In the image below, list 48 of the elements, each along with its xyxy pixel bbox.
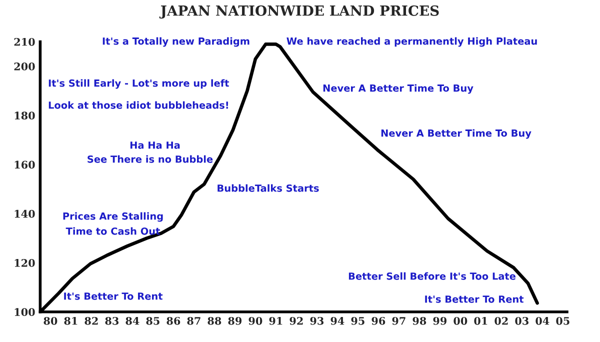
- x-tick-label: 93: [310, 316, 324, 325]
- annotation: Ha Ha Ha: [130, 142, 180, 149]
- y-tick-label: 160: [14, 160, 35, 169]
- y-tick-label: 210: [14, 38, 35, 46]
- x-tick-label: 01: [474, 316, 488, 325]
- y-tick-label: 100: [14, 308, 35, 316]
- annotation: It's Better To Rent: [64, 292, 163, 300]
- x-tick-label: 00: [454, 316, 468, 325]
- annotation: Look at those idiot bubbleheads!: [48, 101, 228, 109]
- annotation: It's Still Early - Lot's more up left: [48, 79, 230, 89]
- x-tick-label: 80: [44, 316, 58, 325]
- y-tick-label: 200: [14, 62, 35, 70]
- x-tick-label: 05: [556, 316, 570, 325]
- annotation: Time to Cash Out: [66, 227, 160, 235]
- x-tick-label: 87: [187, 316, 200, 325]
- x-tick-label: 86: [166, 316, 180, 325]
- y-tick-label: 120: [14, 259, 35, 267]
- x-tick-label: 81: [64, 316, 78, 325]
- x-tick-label: 95: [351, 316, 364, 325]
- y-tick-label: 140: [14, 210, 35, 218]
- annotation: Never A Better Time To Buy: [381, 129, 532, 139]
- x-tick-label: 91: [269, 316, 282, 325]
- x-tick-label: 98: [412, 316, 426, 325]
- x-tick-label: 02: [494, 316, 508, 325]
- x-tick-label: 03: [515, 316, 528, 325]
- y-tick-label: 180: [14, 112, 35, 120]
- annotation: BubbleTalks Starts: [218, 184, 319, 192]
- x-tick-label: 96: [372, 316, 386, 325]
- annotation: Prices Are Stalling: [63, 212, 163, 222]
- x-tick-label: 85: [146, 316, 160, 325]
- annotation: Better Sell Before It's Too Late: [348, 272, 516, 280]
- chart-title: JAPAN NATIONWIDE LAND PRICES: [159, 5, 439, 19]
- x-tick-label: 97: [392, 316, 406, 325]
- annotation: It's Better To Rent: [425, 296, 524, 303]
- x-tick-label: 90: [248, 316, 262, 325]
- x-tick-label: 92: [290, 316, 303, 325]
- annotation: It's a Totally new Paradigm: [102, 37, 250, 47]
- x-tick-label: 94: [330, 316, 344, 325]
- x-tick-label: 04: [536, 316, 550, 325]
- x-tick-label: 84: [126, 316, 140, 325]
- annotation: Never A Better Time To Buy: [323, 84, 474, 94]
- annotation: See There is no Bubble: [88, 155, 213, 163]
- x-tick-label: 83: [105, 316, 119, 325]
- annotation: We have reached a permanently High Plateau: [286, 37, 537, 47]
- x-tick-label: 88: [208, 316, 222, 325]
- x-tick-label: 82: [84, 316, 98, 325]
- x-tick-label: 99: [433, 316, 447, 325]
- x-tick-label: 89: [228, 316, 242, 325]
